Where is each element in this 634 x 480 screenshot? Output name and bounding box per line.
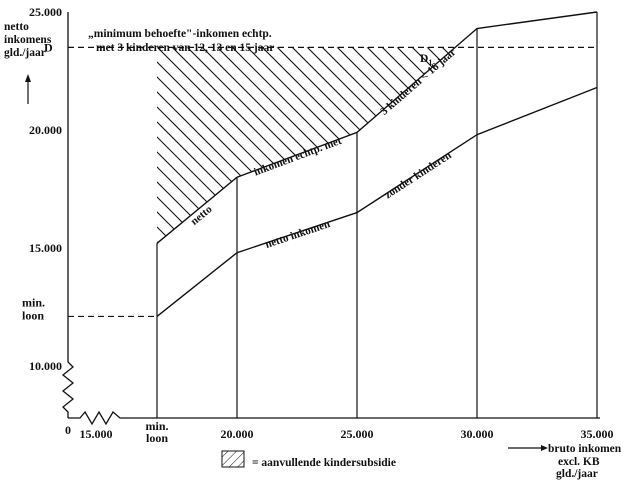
hatch-line [157,47,456,244]
y-tick-label: 15.000 [29,241,62,255]
hatch-line [545,0,634,420]
hatch-line [349,47,456,244]
hatch-line [304,47,456,244]
origin-label: 0 [65,423,71,437]
y-min-loon-label: loon [22,308,44,322]
hatch-line [379,47,456,244]
hatch-line [0,0,95,420]
hatch-line [364,47,456,244]
hatch-line [575,0,634,420]
hatch-line [157,47,231,244]
guide-lines [68,12,598,418]
annotation-line-1: „minimum behoefte"-inkomen echtp. [88,28,272,40]
y-axis-label-line-1: netto [4,21,29,33]
axes [61,12,600,426]
series-lines [156,11,598,317]
series-line-1 [156,11,598,244]
legend-hatch-swatch [221,450,245,468]
subsidy-hatch-area [0,0,634,420]
hatch-line [157,47,306,244]
x-tick-label: 15.000 [80,427,113,441]
y-axis-label-line-3: gld./jaar [4,47,46,59]
hatch-line [0,0,65,420]
x-tick-label: 35.000 [581,427,614,441]
hatch-line [157,47,456,244]
hatch-line [0,0,155,420]
hatch-line [500,0,634,420]
upper-curve-label: 3 kinderen < 16 jaar [378,46,458,118]
y-d-label: D [44,40,53,54]
hatch-line [157,47,456,244]
hatch-line [157,47,456,244]
hatch-line [424,47,456,244]
y-axis-line [61,12,75,418]
x-axis-arrow-icon [508,445,548,451]
upper-curve-label: netto [188,203,214,228]
hatch-line [157,47,396,244]
x-axis-label-line-1: bruto inkomen [548,443,622,455]
hatch-line [157,47,216,244]
hatch-line [0,0,20,420]
y-axis-arrow-icon [25,74,31,104]
hatch-line [157,47,171,244]
y-tick-label: 10.000 [29,359,62,373]
tick-labels: 15.000 20.000 25.000 30.000 35.000min.loon01… [22,5,614,445]
x-axis-line [68,410,600,426]
hatch-line [454,47,456,244]
x-tick-label: 25.000 [341,427,374,441]
hatch-line [157,47,321,244]
x-min-loon-label: loon [146,431,168,445]
hatch-line [0,0,140,420]
hatch-line [157,47,261,244]
hatch-lines [0,0,634,420]
d1-label: D1 [420,53,432,67]
hatch-line [169,47,456,244]
legend: = aanvullende kindersubsidie [221,450,396,469]
annotation-line-2: met 3 kinderen van 12, 13 en 15 jaar [96,42,274,54]
y-min-loon-label: min. [22,295,45,309]
x-tick-label: 20.000 [221,427,254,441]
hatch-line [157,47,291,244]
hatch-line [0,0,50,420]
hatch-line [259,47,456,244]
hatch-line [157,47,351,244]
hatch-line [184,47,456,244]
hatch-line [439,47,456,244]
hatch-line [157,47,366,244]
hatch-line [620,0,634,420]
hatch-line [485,0,634,420]
hatch-line [515,0,634,420]
hatch-line [199,47,456,244]
x-axis-label-line-2: excl. KB [558,456,600,468]
hatch-line [605,0,634,420]
hatch-line [0,0,35,420]
x-axis-label-line-3: gld./jaar [556,468,598,480]
lower-curve-label: zonder kinderen [383,149,454,201]
hatch-line [157,47,336,244]
hatch-line [157,47,381,244]
hatch-line [470,0,634,420]
x-min-loon-label: min. [145,419,168,433]
y-tick-label: 25.000 [29,5,62,19]
hatch-line [157,47,441,244]
legend-label: = aanvullende kindersubsidie [252,457,396,469]
y-tick-label: 20.000 [29,123,62,137]
hatch-line [289,47,456,244]
hatch-line [157,47,456,244]
hatch-line [334,47,456,244]
y-axis-label-line-2: inkomens [4,34,52,46]
hatch-line [530,0,634,420]
series-line-2 [156,86,598,317]
hatch-line [0,0,125,420]
hatch-line [274,47,456,244]
hatch-line [0,0,110,420]
lower-curve-label: netto inkomen [264,218,332,251]
x-tick-label: 30.000 [461,427,494,441]
hatch-line [319,47,456,244]
hatch-line [157,47,456,244]
